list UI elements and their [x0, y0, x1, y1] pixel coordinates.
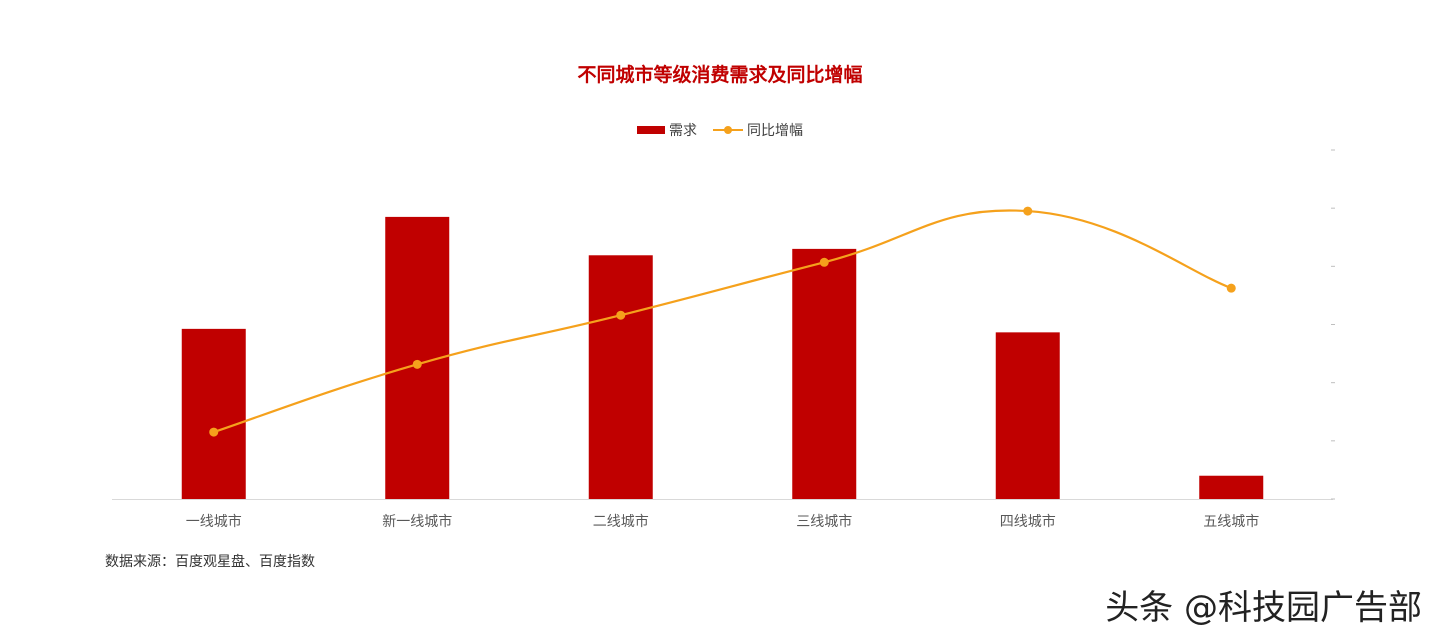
x-tick-label: 二线城市 — [593, 513, 649, 530]
point-growth — [1226, 283, 1236, 293]
legend-item-growth[interactable]: 同比增幅 — [713, 120, 803, 140]
point-growth — [209, 427, 219, 437]
line-growth — [213, 209, 1232, 434]
x-tick-label: 一线城市 — [186, 513, 242, 530]
chart-legend: 需求 同比增幅 — [0, 120, 1440, 140]
x-tick-label: 四线城市 — [1000, 513, 1056, 530]
bar-demand — [588, 255, 653, 499]
bar-demand — [181, 328, 246, 499]
legend-label-growth: 同比增幅 — [747, 123, 803, 139]
point-growth — [412, 359, 422, 369]
bar-demand — [792, 248, 857, 499]
point-growth — [616, 310, 626, 320]
x-tick-label: 五线城市 — [1203, 513, 1259, 530]
x-tick-label: 三线城市 — [796, 513, 852, 530]
bar-demand — [1199, 475, 1264, 499]
watermark: 头条 @科技园广告部 — [1105, 588, 1422, 628]
legend-bar-swatch — [637, 126, 665, 134]
data-source-note: 数据来源：百度观星盘、百度指数 — [105, 554, 315, 570]
point-growth — [819, 257, 829, 267]
legend-line-swatch — [713, 123, 743, 137]
legend-label-demand: 需求 — [669, 123, 697, 139]
bar-demand — [995, 332, 1060, 499]
point-growth — [1023, 206, 1033, 216]
legend-item-demand[interactable]: 需求 — [637, 120, 697, 140]
chart-title: 不同城市等级消费需求及同比增幅 — [577, 64, 863, 86]
x-tick-label: 新一线城市 — [382, 513, 452, 530]
